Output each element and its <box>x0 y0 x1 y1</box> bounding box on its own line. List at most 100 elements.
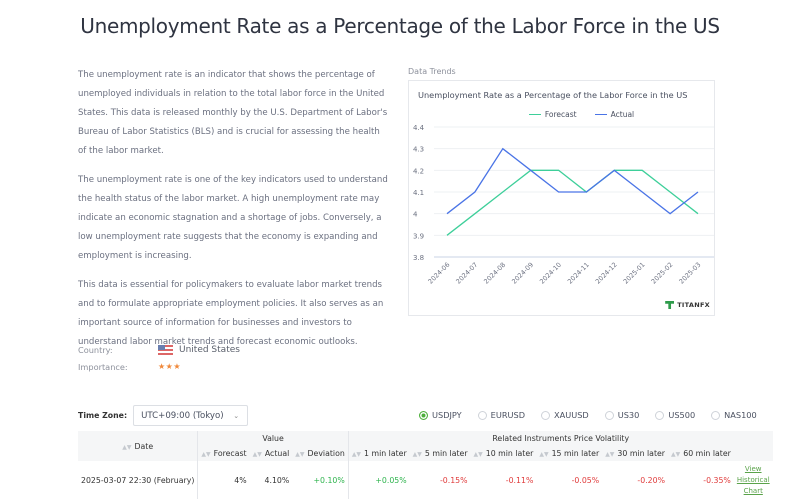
x-tick-label: 2025-02 <box>650 261 675 286</box>
timezone-value: UTC+09:00 (Tokyo) <box>141 410 224 421</box>
legend-item-forecast[interactable]: Forecast <box>528 110 577 119</box>
x-tick-label: 2024-09 <box>510 261 535 286</box>
column-header-deviation[interactable]: ▲▼ Deviation <box>292 446 349 461</box>
legend-item-actual[interactable]: Actual <box>594 110 634 119</box>
sort-icon: ▲▼ <box>252 451 262 458</box>
importance-row: Importance: ★★★ <box>78 358 240 375</box>
cell-15min: -0.05% <box>571 475 600 485</box>
column-header-30min[interactable]: ▲▼ 30 min later <box>602 446 669 461</box>
radio-label: XAUUSD <box>554 410 589 420</box>
cell-date: 2025-03-07 22:30 (February) <box>81 475 195 485</box>
column-header-60min[interactable]: ▲▼ 60 min later <box>668 446 734 461</box>
series-line-forecast <box>446 169 699 236</box>
radio-us30[interactable]: US30 <box>604 410 640 420</box>
cell-30min: -0.20% <box>637 475 666 485</box>
x-tick-label: 2025-01 <box>622 261 647 286</box>
timezone-label: Time Zone: <box>78 411 128 420</box>
radio-label: USDJPY <box>432 410 462 420</box>
column-header-actual[interactable]: ▲▼ Actual <box>249 446 293 461</box>
column-header-1min[interactable]: ▲▼ 1 min later <box>347 446 410 461</box>
page-title: Unemployment Rate as a Percentage of the… <box>80 14 720 38</box>
x-tick-label: 2024-07 <box>454 261 479 286</box>
y-tick-label: 3.8 <box>413 254 424 262</box>
meta-info: Country: United States Importance: ★★★ <box>78 341 240 375</box>
x-tick-label: 2025-03 <box>678 261 703 286</box>
radio-button-icon[interactable] <box>711 410 721 420</box>
y-tick-label: 4.1 <box>413 189 424 197</box>
column-header-15min[interactable]: ▲▼ 15 min later <box>536 446 603 461</box>
x-tick-label: 2024-10 <box>538 261 563 286</box>
column-header-5min[interactable]: ▲▼ 5 min later <box>409 446 471 461</box>
y-tick-label: 4.2 <box>413 167 424 175</box>
line-chart: 3.8 3.9 4 4.1 4.2 4.3 4.4 2024-06 2024-07 2024-08… <box>413 124 714 286</box>
y-tick-label: 4.3 <box>413 146 424 154</box>
y-tick-label: 3.9 <box>413 232 424 240</box>
view-historical-chart-link[interactable]: View Historical Chart <box>736 464 770 495</box>
sort-icon: ▲▼ <box>671 451 681 458</box>
importance-label: Importance: <box>78 361 128 372</box>
x-tick-label: 2024-08 <box>482 261 507 286</box>
radio-us500[interactable]: US500 <box>655 410 695 420</box>
sort-icon: ▲▼ <box>539 451 549 458</box>
data-trends-label: Data Trends <box>408 67 456 76</box>
us-flag-icon <box>158 344 173 355</box>
series-line-actual <box>446 147 699 215</box>
importance-stars-icon: ★★★ <box>158 362 182 371</box>
sort-icon: ▲▼ <box>605 451 615 458</box>
timezone-select[interactable]: UTC+09:00 (Tokyo) ⌄ <box>133 405 249 426</box>
x-tick-label: 2024-11 <box>566 261 591 286</box>
radio-label: EURUSD <box>490 410 526 420</box>
sort-icon: ▲▼ <box>201 451 211 458</box>
y-tick-label: 4.4 <box>413 124 425 132</box>
chart-title: Unemployment Rate as a Percentage of the… <box>418 90 688 100</box>
radio-button-icon[interactable] <box>541 410 551 420</box>
radio-label: US500 <box>668 410 696 420</box>
radio-xauusd[interactable]: XAUUSD <box>541 410 589 420</box>
group-header-volatility: Related Instruments Price Volatility <box>347 431 773 446</box>
cell-actual: 4.10% <box>264 475 290 485</box>
cell-forecast: 4% <box>197 461 250 499</box>
legend-line-icon <box>594 113 607 116</box>
country-label: Country: <box>78 344 113 355</box>
titanfx-logo-icon <box>665 301 675 309</box>
x-tick-label: 2024-06 <box>427 261 452 286</box>
description-paragraph: The unemployment rate is one of the key … <box>78 175 388 261</box>
timezone-control: Time Zone: UTC+09:00 (Tokyo) ⌄ <box>78 405 249 426</box>
radio-button-icon[interactable] <box>604 410 614 420</box>
cell-60min: -0.35% <box>703 475 731 485</box>
legend-line-icon <box>528 113 541 116</box>
table-row: 2025-03-07 22:30 (February) 4% 4.10% +0.… <box>78 461 773 499</box>
cell-deviation: +0.10% <box>313 475 345 485</box>
cell-5min: -0.15% <box>439 475 468 485</box>
chart-legend: Forecast Actual <box>409 110 714 119</box>
release-table: ▲▼ Date Value Related Instruments Price V… <box>78 431 773 499</box>
legend-label: Forecast <box>544 110 577 119</box>
radio-button-icon[interactable] <box>655 410 665 420</box>
column-header-date[interactable]: ▲▼ Date <box>78 431 198 461</box>
group-header-value: Value <box>197 431 349 446</box>
sort-icon: ▲▼ <box>473 451 483 458</box>
radio-button-icon[interactable] <box>477 410 487 420</box>
description-paragraph: This data is essential for policymakers … <box>78 280 384 347</box>
column-header-10min[interactable]: ▲▼ 10 min later <box>470 446 537 461</box>
country-row: Country: United States <box>78 341 240 358</box>
column-header-forecast[interactable]: ▲▼ Forecast <box>197 446 250 461</box>
radio-nas100[interactable]: NAS100 <box>711 410 757 420</box>
description: The unemployment rate is an indicator th… <box>78 66 390 362</box>
country-value: United States <box>179 344 240 355</box>
radio-label: US30 <box>617 410 640 420</box>
chevron-down-icon: ⌄ <box>233 411 240 420</box>
radio-label: NAS100 <box>724 410 757 420</box>
radio-button-icon[interactable] <box>419 410 428 420</box>
radio-usdjpy[interactable]: USDJPY <box>419 410 462 420</box>
x-tick-label: 2024-12 <box>594 261 619 286</box>
radio-eurusd[interactable]: EURUSD <box>477 410 526 420</box>
instrument-radio-group: USDJPY EURUSD XAUUSD US30 US500 NAS100 <box>419 410 757 420</box>
sort-icon: ▲▼ <box>412 451 422 458</box>
chart-panel: Unemployment Rate as a Percentage of the… <box>408 80 715 316</box>
sort-icon: ▲▼ <box>295 451 305 458</box>
cell-1min: +0.05% <box>347 461 410 499</box>
column-header-action <box>733 446 773 461</box>
sort-icon: ▲▼ <box>122 443 132 451</box>
y-tick-label: 4 <box>413 211 418 219</box>
